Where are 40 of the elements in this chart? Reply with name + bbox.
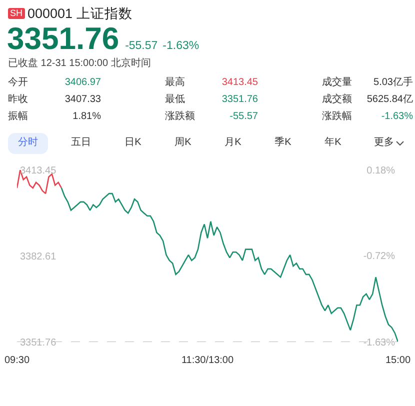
text: 5.03亿手 — [374, 77, 413, 88]
text: 日K — [124, 137, 142, 148]
y2-tick-label: -1.63% — [363, 338, 396, 348]
text: 年K — [324, 137, 342, 148]
text: 月K — [224, 137, 242, 148]
text: 3407.33 — [64, 94, 101, 105]
text: -1.63% — [381, 111, 413, 122]
text: 振幅 — [8, 111, 28, 122]
text: -1.63% — [162, 40, 200, 52]
text: 涨跌幅 — [322, 111, 352, 122]
text: 3406.97 — [64, 77, 101, 88]
text: 昨收 — [8, 94, 28, 105]
text: 5625.84亿 — [366, 94, 413, 105]
text: 周K — [174, 137, 192, 148]
x-tick-label: 09:30 — [4, 355, 30, 366]
text: 今开 — [8, 77, 28, 88]
y2-tick-label: -0.72% — [363, 251, 396, 262]
text: -55.57 — [125, 40, 158, 52]
text: 000001 上证指数 — [28, 6, 132, 21]
text: 分时 — [18, 137, 38, 148]
x-tick-label: 11:30/13:00 — [181, 355, 234, 366]
y2-tick-label: 0.18% — [366, 166, 396, 176]
text: -55.57 — [230, 111, 258, 122]
text: 更多 — [374, 137, 394, 148]
y-tick-label: 3413.45 — [20, 166, 57, 176]
text: 已收盘 12-31 15:00:00 北京时间 — [8, 58, 151, 69]
y-tick-label: 3382.61 — [20, 251, 57, 262]
text: 3351.76 — [222, 94, 258, 105]
text: 成交额 — [322, 94, 352, 105]
text: 最低 — [165, 94, 185, 105]
text: 成交量 — [322, 77, 352, 88]
text: 季K — [274, 137, 292, 148]
text: 涨跌额 — [165, 111, 195, 122]
text: 3413.45 — [222, 77, 258, 88]
text: 五日 — [71, 137, 91, 148]
text: 1.81% — [72, 111, 101, 122]
text: SH — [8, 8, 25, 20]
text: 最高 — [165, 77, 185, 88]
x-tick-label: 15:00 — [385, 355, 411, 366]
y-tick-label: 3351.76 — [20, 338, 57, 348]
